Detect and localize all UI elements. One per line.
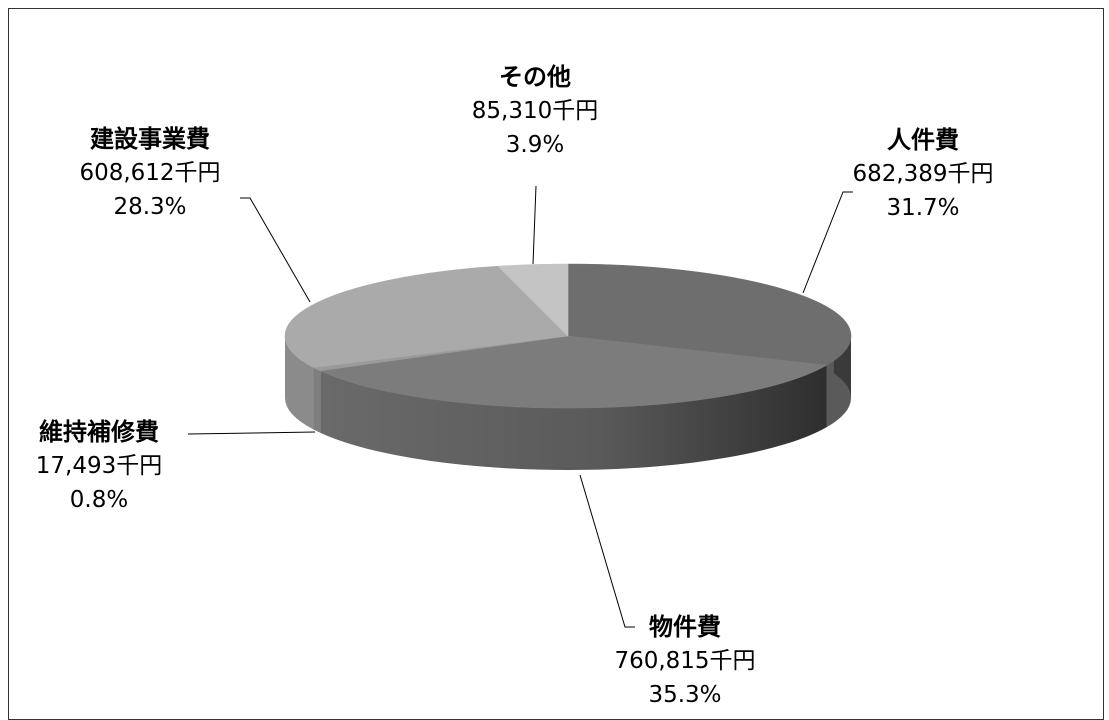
slice-value: 682,389千円: [838, 159, 1008, 193]
slice-value: 608,612千円: [60, 158, 240, 192]
slice-name: 建設事業費: [60, 124, 240, 158]
slice-percent: 31.7%: [838, 193, 1008, 227]
slice-name: 人件費: [838, 125, 1008, 159]
slice-label-ijihoshuhi: 維持補修費 17,493千円 0.8%: [14, 417, 184, 519]
slice-name: 維持補修費: [14, 417, 184, 451]
slice-percent: 28.3%: [60, 192, 240, 226]
slice-name: 物件費: [585, 612, 785, 646]
slice-value: 760,815千円: [585, 646, 785, 680]
slice-value: 85,310千円: [450, 96, 620, 130]
leader-line-kensetsujigyohi: [240, 198, 310, 302]
leader-line-ijihoshuhi: [188, 432, 315, 434]
leader-line-sonota: [533, 186, 536, 264]
pie-side-ijihoshuhi: [314, 368, 321, 433]
leader-line-bukkenhi: [580, 475, 635, 627]
slice-value: 17,493千円: [14, 451, 184, 485]
slice-name: その他: [450, 62, 620, 96]
slice-percent: 3.9%: [450, 130, 620, 164]
slice-label-sonota: その他 85,310千円 3.9%: [450, 62, 620, 164]
slice-label-jinkenhi: 人件費 682,389千円 31.7%: [838, 125, 1008, 227]
slice-label-kensetsujigyohi: 建設事業費 608,612千円 28.3%: [60, 124, 240, 226]
slice-label-bukkenhi: 物件費 760,815千円 35.3%: [585, 612, 785, 714]
slice-percent: 0.8%: [14, 485, 184, 519]
slice-percent: 35.3%: [585, 680, 785, 714]
